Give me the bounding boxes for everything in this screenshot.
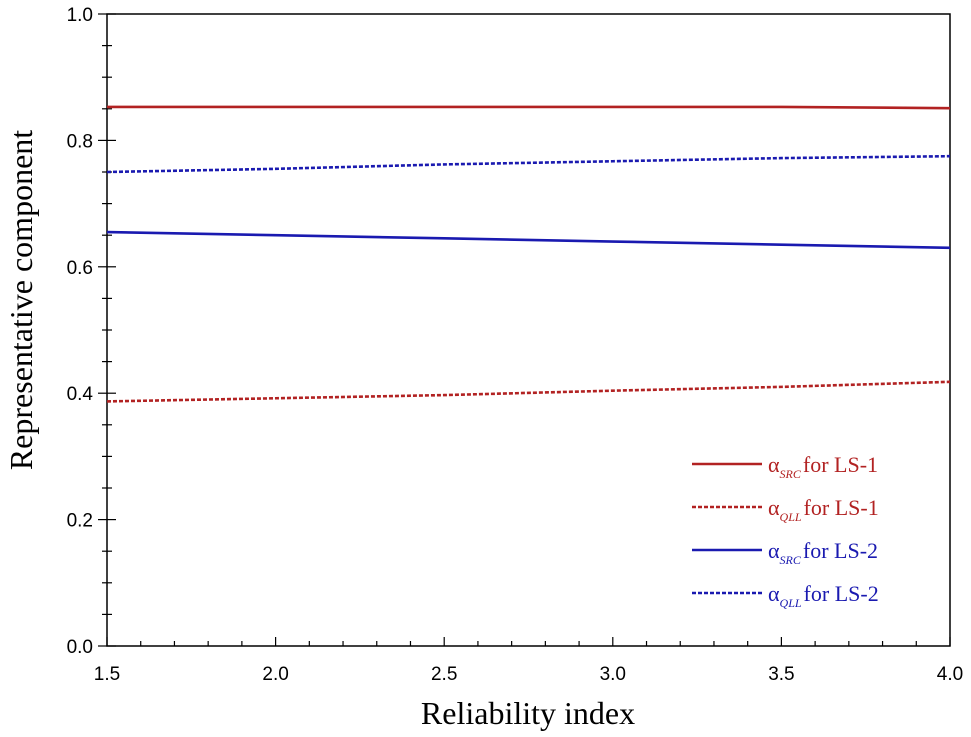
series-line-3 <box>106 230 951 250</box>
series-line-1 <box>107 105 951 110</box>
axis-ticks <box>98 13 951 647</box>
y-tick-label: 0.6 <box>67 258 93 279</box>
x-tick-label: 3.5 <box>768 664 794 685</box>
series-line-2 <box>106 380 951 403</box>
legend: αSRCfor LS-1 αQLLfor LS-1 αSRCfor LS-2 αQLL… <box>692 452 879 610</box>
x-axis-title: Reliability index <box>421 695 635 731</box>
y-tick-label: 0.8 <box>67 131 93 152</box>
legend-label-4: αQLLfor LS-2 <box>768 581 879 610</box>
x-tick-label: 3.0 <box>600 664 626 685</box>
y-tick-label: 1.0 <box>67 5 93 26</box>
x-tick-label: 4.0 <box>937 664 963 685</box>
legend-label-2: αQLLfor LS-1 <box>768 495 879 524</box>
series-line-4 <box>106 154 951 174</box>
series-lines <box>106 105 951 403</box>
y-axis-title: Representative component <box>3 130 39 470</box>
x-tick-label: 2.5 <box>431 664 457 685</box>
y-tick-label: 0.4 <box>67 384 94 405</box>
x-tick-label: 2.0 <box>262 664 288 685</box>
y-tick-labels: 0.0 0.2 0.4 0.6 0.8 1.0 <box>67 5 94 658</box>
legend-label-1: αSRCfor LS-1 <box>768 452 878 481</box>
legend-label-3: αSRCfor LS-2 <box>768 538 878 567</box>
y-tick-label: 0.0 <box>67 637 93 658</box>
x-tick-labels: 1.5 2.0 2.5 3.0 3.5 4.0 <box>94 664 963 685</box>
y-tick-label: 0.2 <box>67 511 93 532</box>
x-tick-label: 1.5 <box>94 664 120 685</box>
